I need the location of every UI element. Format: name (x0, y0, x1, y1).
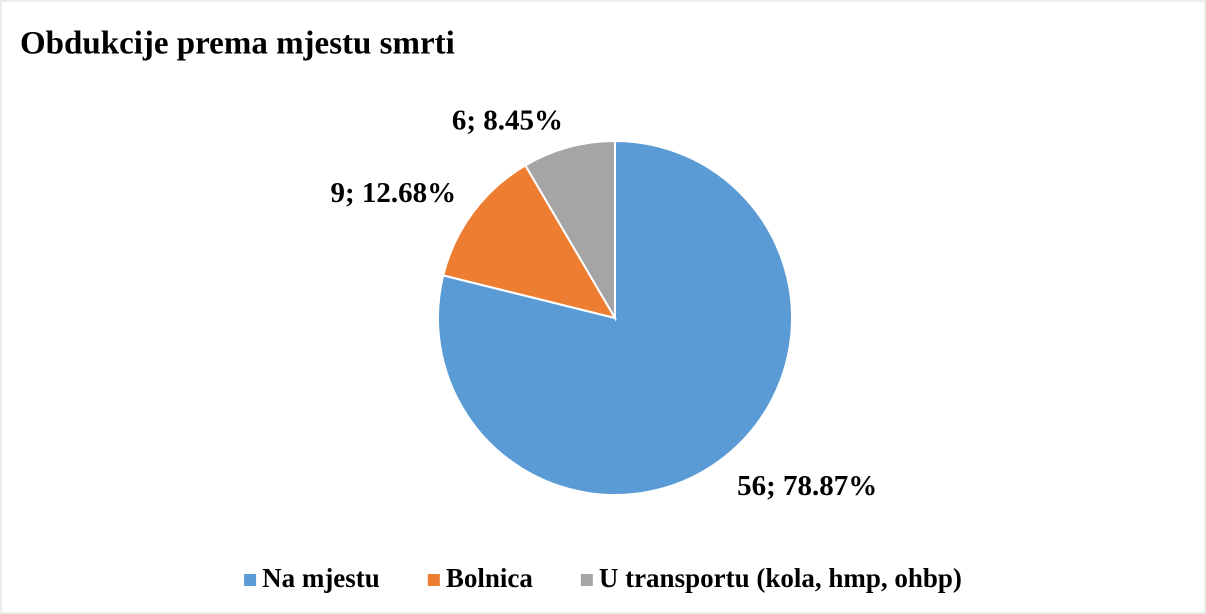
pie-slice (442, 164, 618, 320)
legend-label: Bolnica (446, 563, 534, 593)
legend-swatch (427, 574, 440, 586)
pie-slice (437, 139, 793, 496)
pie-slice (524, 139, 616, 322)
legend-label: U transportu (kola, hmp, ohbp) (599, 563, 962, 593)
data-label: 56; 78.87% (737, 470, 877, 502)
legend-label: Na mjestu (262, 563, 380, 593)
chart-title: Obdukcije prema mjestu smrti (20, 26, 455, 62)
data-label: 6; 8.45% (452, 104, 563, 136)
legend-swatch (580, 574, 593, 586)
data-label: 9; 12.68% (331, 177, 457, 209)
legend-swatch (244, 574, 257, 586)
